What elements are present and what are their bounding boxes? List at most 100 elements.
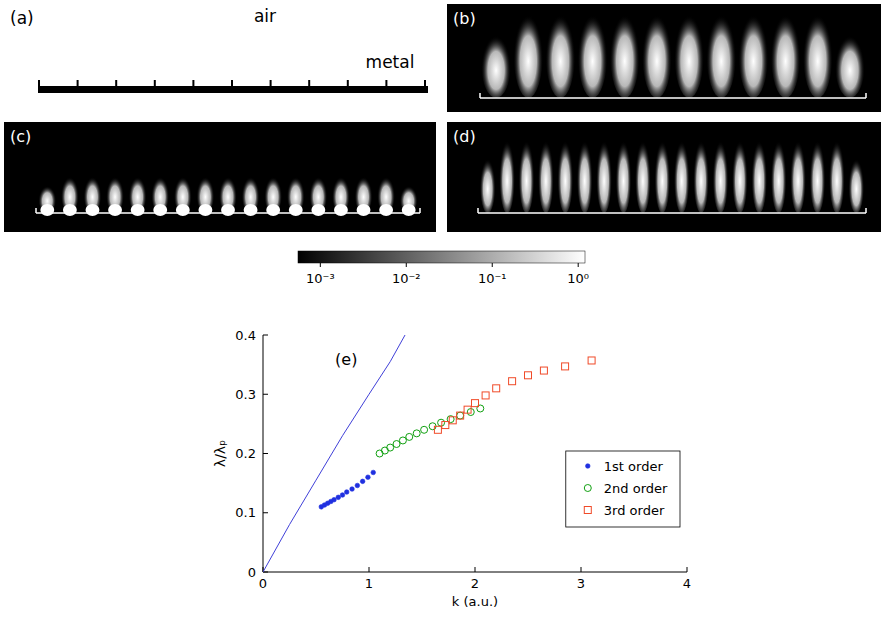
marker-square xyxy=(464,406,471,413)
marker-square xyxy=(442,422,449,429)
field-panel: (c) xyxy=(4,122,436,232)
field-lobe xyxy=(480,153,496,213)
marker-point xyxy=(336,495,341,500)
colorbar-tick-label: 10⁻¹ xyxy=(478,271,507,286)
marker-circle xyxy=(457,412,464,419)
y-tick-label: 0.4 xyxy=(235,328,256,343)
marker-circle xyxy=(477,405,484,412)
marker-circle xyxy=(376,450,383,457)
marker-circle xyxy=(387,444,394,451)
y-tick xyxy=(263,335,268,336)
field-lobe xyxy=(538,133,554,213)
x-tick-label: 4 xyxy=(683,576,691,591)
groove xyxy=(115,80,117,87)
panel-letter: (d) xyxy=(453,127,476,146)
groove xyxy=(308,80,310,87)
marker-point xyxy=(344,490,349,495)
field-hotspot xyxy=(198,204,212,216)
marker-square xyxy=(472,400,479,407)
panel-letter: (a) xyxy=(10,8,34,28)
groove xyxy=(231,80,233,87)
field-hotspot xyxy=(334,204,348,216)
field-hotspot xyxy=(176,204,190,216)
panel-background xyxy=(447,122,881,232)
x-tick xyxy=(369,567,370,572)
field-hotspot xyxy=(357,204,371,216)
field-hotspot xyxy=(153,204,167,216)
field-panel: (d) xyxy=(447,122,881,232)
metal-outline xyxy=(865,208,867,213)
metal-outline xyxy=(36,212,420,214)
x-axis-title: k (a.u.) xyxy=(452,594,498,609)
y-tick-label: 0.1 xyxy=(235,505,256,520)
medium-label: air xyxy=(254,6,276,26)
chart: 0123400.10.20.30.4k (a.u.)λ/λₚ(e)1st ord… xyxy=(212,328,691,610)
marker-square xyxy=(434,426,441,433)
panel-background xyxy=(4,122,436,232)
marker-circle xyxy=(381,447,388,454)
field-lobe xyxy=(790,133,806,213)
field-lobe xyxy=(513,6,543,98)
marker-square xyxy=(449,417,456,424)
plot-area xyxy=(263,335,595,572)
legend-marker xyxy=(584,507,591,514)
y-tick xyxy=(263,394,268,395)
field-hotspot xyxy=(289,204,303,216)
metal-outline xyxy=(865,93,867,98)
field-lobe xyxy=(706,6,736,98)
field-lobe xyxy=(616,133,632,213)
groove xyxy=(347,80,349,87)
field-lobe xyxy=(610,6,640,98)
field-hotspot xyxy=(266,204,280,216)
field-lobe xyxy=(519,133,535,213)
field-hotspot xyxy=(402,204,416,216)
colorbar-tick xyxy=(578,263,579,267)
groove xyxy=(154,80,156,87)
field-lobe xyxy=(810,133,826,213)
colorbar-bar xyxy=(298,251,585,263)
panel-background xyxy=(447,4,881,112)
marker-square xyxy=(482,392,489,399)
marker-circle xyxy=(406,433,413,440)
marker-square xyxy=(509,378,516,385)
marker-square xyxy=(493,385,500,392)
legend-label: 2nd order xyxy=(604,481,668,496)
marker-point xyxy=(366,475,371,480)
line xyxy=(263,335,405,572)
field-lobe xyxy=(654,133,670,213)
groove xyxy=(77,80,79,87)
marker-point xyxy=(355,483,360,488)
field-lobe xyxy=(635,133,651,213)
x-tick xyxy=(475,567,476,572)
legend: 1st order2nd order3rd order xyxy=(566,451,680,527)
field-hotspot xyxy=(108,204,122,216)
field-lobe xyxy=(738,6,768,98)
marker-point xyxy=(350,487,355,492)
panel-letter: (c) xyxy=(10,127,31,146)
field-hotspot xyxy=(221,204,235,216)
figure: (a)airmetal(b)(c)(d)10⁻³10⁻²10⁻¹10⁰01234… xyxy=(0,0,883,621)
field-lobe xyxy=(545,6,575,98)
field-lobe xyxy=(848,153,864,213)
field-lobe xyxy=(578,6,608,98)
y-tick-label: 0 xyxy=(248,565,256,580)
x-tick-label: 3 xyxy=(577,576,585,591)
y-tick-label: 0.2 xyxy=(235,446,256,461)
medium-label: metal xyxy=(366,52,415,72)
colorbar-tick-label: 10⁻³ xyxy=(306,271,335,286)
colorbar-tick xyxy=(406,263,407,267)
groove xyxy=(192,80,194,87)
field-hotspot xyxy=(311,204,325,216)
marker-point xyxy=(332,497,337,502)
field-lobe xyxy=(577,133,593,213)
legend-box xyxy=(566,451,680,527)
colorbar-tick xyxy=(320,263,321,267)
field-lobe xyxy=(642,6,672,98)
field-lobe xyxy=(713,133,729,213)
panel-letter: (e) xyxy=(335,350,357,369)
metal-outline xyxy=(480,97,866,99)
panel-letter: (b) xyxy=(453,9,476,28)
marker-circle xyxy=(421,426,428,433)
y-tick-label: 0.3 xyxy=(235,387,256,402)
groove xyxy=(38,80,40,87)
